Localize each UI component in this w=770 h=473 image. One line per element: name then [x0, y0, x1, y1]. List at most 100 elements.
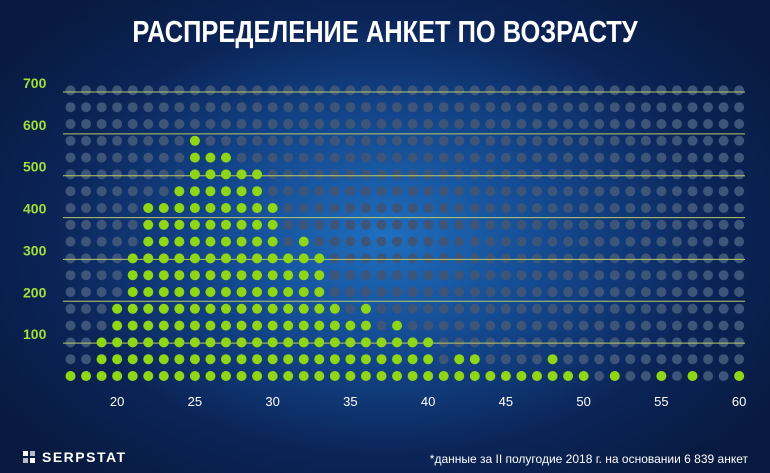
empty-dot: [609, 169, 620, 180]
data-dot: [298, 371, 309, 381]
data-dot: [547, 371, 558, 381]
empty-dot: [500, 85, 511, 96]
empty-dot: [438, 287, 449, 297]
data-dot: [376, 371, 387, 381]
empty-dot: [65, 236, 76, 247]
x-tick-label: 45: [499, 394, 513, 409]
empty-dot: [687, 270, 698, 281]
empty-dot: [594, 236, 605, 247]
empty-dot: [578, 135, 589, 146]
data-dot: [127, 371, 138, 381]
empty-dot: [345, 203, 356, 213]
empty-dot: [500, 270, 511, 281]
empty-dot: [329, 152, 340, 163]
empty-dot: [485, 270, 496, 281]
data-dot: [267, 287, 278, 297]
empty-dot: [656, 287, 667, 297]
empty-dot: [407, 135, 418, 146]
empty-dot: [671, 102, 682, 113]
empty-dot: [438, 303, 449, 314]
empty-dot: [314, 203, 325, 213]
data-dot: [283, 303, 294, 314]
empty-dot: [112, 236, 123, 247]
data-dot: [267, 303, 278, 314]
data-dot: [205, 337, 216, 348]
empty-dot: [345, 287, 356, 297]
empty-dot: [594, 371, 605, 381]
empty-dot: [469, 253, 480, 264]
empty-dot: [469, 337, 480, 348]
empty-dot: [671, 186, 682, 197]
data-dot: [267, 354, 278, 365]
empty-dot: [329, 135, 340, 146]
empty-dot: [65, 119, 76, 129]
empty-dot: [734, 253, 745, 264]
empty-dot: [96, 85, 107, 96]
data-dot: [376, 354, 387, 365]
empty-dot: [81, 236, 92, 247]
empty-dot: [532, 320, 542, 331]
empty-dot: [376, 320, 387, 331]
empty-dot: [640, 337, 651, 348]
empty-dot: [640, 320, 651, 331]
data-dot: [236, 371, 247, 381]
empty-dot: [609, 152, 620, 163]
empty-dot: [423, 320, 434, 331]
empty-dot: [687, 236, 698, 247]
empty-dot: [65, 169, 76, 180]
data-dot: [314, 371, 325, 381]
data-dot: [283, 287, 294, 297]
empty-dot: [454, 320, 465, 331]
empty-dot: [734, 287, 745, 297]
empty-dot: [625, 287, 636, 297]
empty-dot: [671, 236, 682, 247]
data-dot: [267, 236, 278, 247]
empty-dot: [407, 236, 418, 247]
data-dot: [174, 186, 185, 197]
empty-dot: [81, 135, 92, 146]
data-dot: [267, 320, 278, 331]
empty-dot: [112, 119, 123, 129]
data-dot: [158, 320, 169, 331]
empty-dot: [438, 236, 449, 247]
empty-dot: [687, 135, 698, 146]
empty-dot: [485, 102, 496, 113]
empty-dot: [329, 85, 340, 96]
empty-dot: [158, 102, 169, 113]
empty-dot: [298, 102, 309, 113]
empty-dot: [438, 270, 449, 281]
empty-dot: [438, 354, 449, 365]
empty-dot: [656, 219, 667, 230]
empty-dot: [687, 287, 698, 297]
empty-dot: [703, 320, 714, 331]
empty-dot: [423, 85, 434, 96]
empty-dot: [283, 186, 294, 197]
empty-dot: [376, 270, 387, 281]
empty-dot: [687, 85, 698, 96]
empty-dot: [143, 102, 154, 113]
empty-dot: [500, 186, 511, 197]
empty-dot: [345, 169, 356, 180]
empty-dot: [594, 219, 605, 230]
empty-dot: [314, 152, 325, 163]
serpstat-logo-icon: [23, 451, 35, 463]
data-dot: [298, 253, 309, 264]
data-dot: [112, 354, 123, 365]
empty-dot: [640, 186, 651, 197]
empty-dot: [671, 253, 682, 264]
empty-dot: [112, 186, 123, 197]
empty-dot: [532, 152, 542, 163]
empty-dot: [65, 253, 76, 264]
data-dot: [174, 303, 185, 314]
empty-dot: [547, 169, 558, 180]
empty-dot: [112, 169, 123, 180]
empty-dot: [563, 169, 574, 180]
empty-dot: [734, 303, 745, 314]
empty-dot: [594, 152, 605, 163]
data-dot: [376, 337, 387, 348]
empty-dot: [671, 152, 682, 163]
empty-dot: [454, 135, 465, 146]
data-dot: [469, 354, 480, 365]
data-dot: [143, 320, 154, 331]
empty-dot: [516, 287, 527, 297]
